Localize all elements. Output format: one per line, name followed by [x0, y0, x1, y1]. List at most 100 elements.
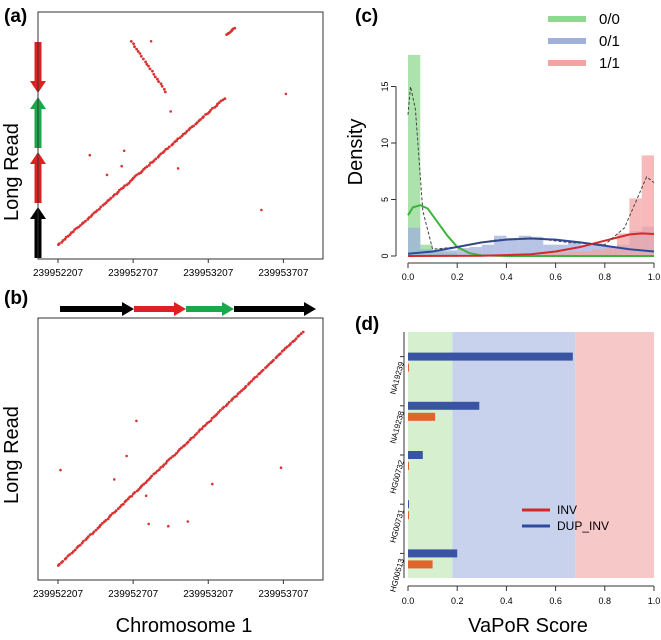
panel-c-axes: 0 5 10 15 0.0 0.2 0.4 0.6 0.8 1.0: [380, 81, 660, 282]
panel-c-label: (c): [355, 6, 378, 27]
score-band: [452, 332, 576, 578]
scatter-point: [153, 75, 157, 79]
x-tick-label: 1.0: [648, 272, 661, 282]
horizontal-bar: [408, 363, 409, 372]
legend-label: 0/1: [599, 33, 620, 50]
y-tick-label: 5: [380, 197, 390, 202]
scatter-point: [116, 190, 120, 194]
scatter-point: [154, 471, 158, 475]
scatter-point: [222, 405, 226, 409]
scatter-point: [151, 69, 154, 73]
panel-b: (b) Long Read 239952207 239952707 23995320…: [1, 288, 324, 637]
density-bar: [518, 235, 531, 256]
x-tick-label: 0.6: [549, 272, 562, 282]
scatter-point: [167, 458, 171, 461]
scatter-point: [71, 230, 75, 234]
density-bar: [580, 251, 593, 256]
scatter-point: [145, 62, 149, 66]
density-bar: [432, 251, 445, 256]
scatter-point: [133, 45, 136, 49]
panel-b-points: [56, 330, 305, 567]
scatter-point: [285, 345, 289, 349]
arrow-right-icon: [222, 302, 234, 316]
scatter-point: [199, 118, 202, 121]
scatter-point: [142, 482, 146, 486]
scatter-point: [129, 40, 133, 43]
scatter-point: [106, 517, 110, 521]
scatter-outlier-point: [140, 485, 143, 488]
scatter-point: [99, 205, 103, 209]
overall-density-curve: [407, 86, 655, 250]
sample-label: NA19239: [389, 360, 406, 395]
scatter-point: [113, 193, 116, 197]
density-bar: [469, 247, 482, 256]
scatter-point: [162, 150, 166, 153]
scatter-point: [95, 209, 99, 212]
scatter-point: [130, 494, 134, 498]
score-band: [575, 332, 654, 578]
horizontal-bar: [408, 352, 573, 361]
scatter-outlier-point: [147, 522, 150, 526]
scatter-outlier-point: [260, 208, 263, 212]
scatter-point: [136, 50, 140, 53]
panel-d-bands: [408, 332, 654, 578]
scatter-point: [94, 528, 98, 532]
scatter-point: [215, 412, 219, 416]
x-tick-label: 239952707: [108, 589, 158, 600]
scatter-point: [279, 352, 282, 356]
scatter-point: [156, 77, 159, 81]
scatter-point: [77, 225, 80, 229]
legend-label: 0/0: [599, 11, 620, 28]
scatter-point: [135, 47, 139, 51]
scatter-point: [226, 402, 229, 406]
x-tick-label: 239952707: [108, 268, 158, 279]
density-bar: [506, 237, 519, 256]
horizontal-bar: [408, 560, 433, 569]
scatter-point: [210, 107, 214, 110]
scatter-point: [209, 109, 212, 112]
density-bar: [457, 248, 470, 256]
scatter-point: [178, 136, 182, 140]
density-bar: [494, 235, 507, 256]
scatter-point: [116, 507, 120, 510]
scatter-point: [207, 420, 211, 424]
scatter-point: [185, 130, 189, 133]
scatter-point: [267, 363, 271, 366]
scatter-point: [231, 397, 235, 401]
panel-d-label: (d): [355, 314, 379, 335]
scatter-point: [297, 334, 301, 337]
scatter-point: [217, 410, 221, 414]
scatter-point: [233, 26, 237, 30]
x-tick-label: 0.2: [451, 272, 464, 282]
scatter-point: [139, 54, 143, 58]
x-tick-label: 239953707: [258, 268, 308, 279]
scatter-point: [152, 159, 156, 163]
scatter-outlier-point: [105, 173, 109, 177]
scatter-point: [223, 97, 227, 100]
x-tick-label: 0.4: [500, 596, 513, 606]
scatter-point: [98, 207, 101, 211]
density-bar: [641, 155, 654, 256]
scatter-point: [100, 522, 104, 525]
scatter-point: [264, 366, 267, 370]
panel-a-label: (a): [4, 6, 27, 27]
scatter-point: [195, 432, 199, 435]
horizontal-bar: [408, 462, 409, 470]
panel-d-bars: [408, 352, 573, 569]
scatter-outlier-point: [125, 454, 128, 458]
horizontal-bar: [408, 451, 423, 459]
arrow-right-icon: [304, 302, 316, 316]
scatter-point: [140, 169, 144, 173]
scatter-point: [84, 219, 87, 223]
panel-d-xlabel: VaPoR Score: [468, 615, 588, 637]
scatter-outlier-point: [135, 419, 138, 423]
scatter-point: [244, 384, 248, 388]
y-tick-label: 10: [380, 138, 390, 148]
scatter-point: [66, 234, 70, 238]
scatter-point: [221, 98, 225, 102]
scatter-point: [166, 147, 169, 151]
density-curve: [407, 237, 655, 255]
x-tick-label: 239953207: [183, 589, 233, 600]
scatter-outlier-point: [88, 153, 92, 157]
arrow-right-icon: [174, 302, 186, 316]
